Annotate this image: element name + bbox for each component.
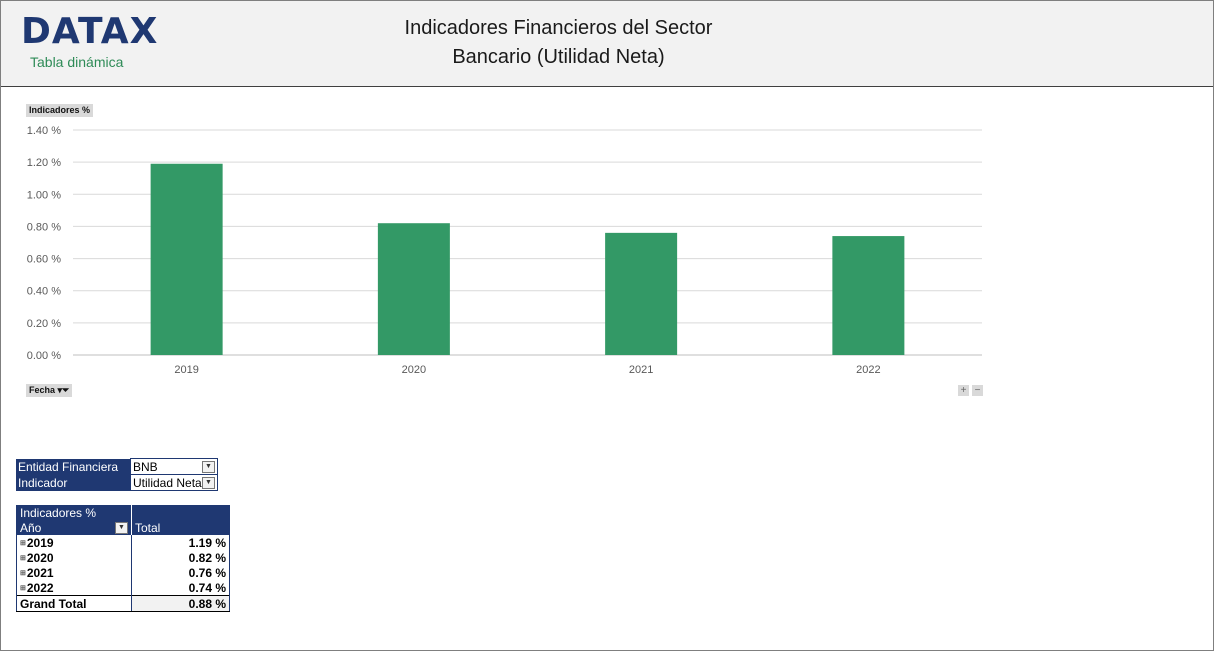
pivot-row-year: 2020 <box>26 550 54 565</box>
page-title: Indicadores Financieros del Sector Banca… <box>301 14 816 72</box>
expand-icon[interactable]: ⊞ <box>20 570 26 578</box>
pivot-row-2020[interactable]: ⊞2020 0.82 % <box>16 550 230 565</box>
title-line-1: Indicadores Financieros del Sector <box>404 17 713 39</box>
filter-label-indicador: Indicador <box>16 474 131 491</box>
bar <box>377 223 450 355</box>
pivot-row-year: 2019 <box>26 535 54 550</box>
expand-icon[interactable]: ⊞ <box>20 555 26 563</box>
pivot-row-2022[interactable]: ⊞2022 0.74 % <box>16 580 230 596</box>
pivot-blank-header <box>131 505 230 520</box>
pivot-row-2019[interactable]: ⊞2019 1.19 % <box>16 535 230 550</box>
grand-total-label: Grand Total <box>16 595 132 612</box>
filter-icon[interactable]: ▼ <box>202 461 215 473</box>
pivot-row-header-label: Año <box>20 520 42 535</box>
bar <box>150 163 223 355</box>
x-tick-label: 2021 <box>629 364 653 376</box>
pivot-column-header-row: Año ▼ Total <box>16 520 230 535</box>
y-tick-label: 0.00 % <box>27 350 61 362</box>
y-tick-label: 1.20 % <box>27 157 61 169</box>
y-tick-label: 0.60 % <box>27 254 61 266</box>
title-line-2: Bancario (Utilidad Neta) <box>452 46 665 68</box>
filter-value-text: Utilidad Neta <box>133 475 202 490</box>
bar <box>605 232 678 355</box>
filter-value-entidad[interactable]: BNB ▼ <box>130 458 218 475</box>
axis-field-label: Fecha <box>29 385 56 395</box>
pivot-table: Indicadores % Año ▼ Total ⊞2019 1.19 % ⊞… <box>16 505 230 612</box>
report-filters: Entidad Financiera BNB ▼ Indicador Utili… <box>16 458 218 491</box>
pivot-value-header-row: Indicadores % <box>16 505 230 520</box>
bar <box>832 236 905 355</box>
filter-row-indicador: Indicador Utilidad Neta ▼ <box>16 474 218 491</box>
pivot-row-header[interactable]: Año ▼ <box>16 520 132 535</box>
pivot-row-year: 2021 <box>26 565 54 580</box>
y-tick-label: 0.80 % <box>27 221 61 233</box>
datax-logo: DATAX <box>21 11 159 52</box>
pivot-col-header: Total <box>131 520 230 535</box>
collapse-field-button[interactable]: − <box>972 385 983 396</box>
y-tick-label: 1.40 % <box>27 125 61 137</box>
header-bar: DATAX Tabla dinámica Indicadores Financi… <box>1 1 1213 87</box>
bar-chart: 0.00 % 0.20 % 0.40 % 0.60 % 0.80 % 1.00 % 1.20… <box>27 125 982 376</box>
pivot-row-2021[interactable]: ⊞2021 0.76 % <box>16 565 230 580</box>
filter-icon[interactable]: ▼ <box>115 521 128 534</box>
x-tick-label: 2022 <box>856 364 880 376</box>
y-tick-label: 0.40 % <box>27 286 61 298</box>
expand-field-button[interactable]: + <box>958 385 969 396</box>
expand-icon[interactable]: ⊞ <box>20 540 26 548</box>
x-tick-label: 2020 <box>402 364 426 376</box>
filter-label-entidad: Entidad Financiera <box>16 458 131 475</box>
pivot-row-total: 0.82 % <box>131 550 230 565</box>
y-tick-label: 0.20 % <box>27 318 61 330</box>
filter-icon[interactable]: ▼ <box>202 477 215 489</box>
pivot-row-year: 2022 <box>26 580 54 595</box>
pivot-row-total: 1.19 % <box>131 535 230 550</box>
axis-field-button[interactable]: Fecha ▾⏷ <box>26 384 73 397</box>
value-field-button[interactable]: Indicadores % <box>26 104 94 117</box>
filter-value-text: BNB <box>133 459 158 474</box>
filter-value-indicador[interactable]: Utilidad Neta ▼ <box>130 474 218 491</box>
pivot-value-header: Indicadores % <box>16 505 132 520</box>
pivot-grand-total-row: Grand Total 0.88 % <box>16 595 230 612</box>
filter-row-entidad: Entidad Financiera BNB ▼ <box>16 458 218 475</box>
pivot-row-total: 0.76 % <box>131 565 230 580</box>
filter-dropdown-icon: ▾⏷ <box>57 385 70 395</box>
logo-subtitle: Tabla dinámica <box>30 54 124 70</box>
x-tick-label: 2019 <box>174 364 198 376</box>
expand-icon[interactable]: ⊞ <box>20 585 26 593</box>
pivot-row-total: 0.74 % <box>131 580 230 596</box>
grand-total-value: 0.88 % <box>131 595 230 612</box>
y-tick-label: 1.00 % <box>27 189 61 201</box>
